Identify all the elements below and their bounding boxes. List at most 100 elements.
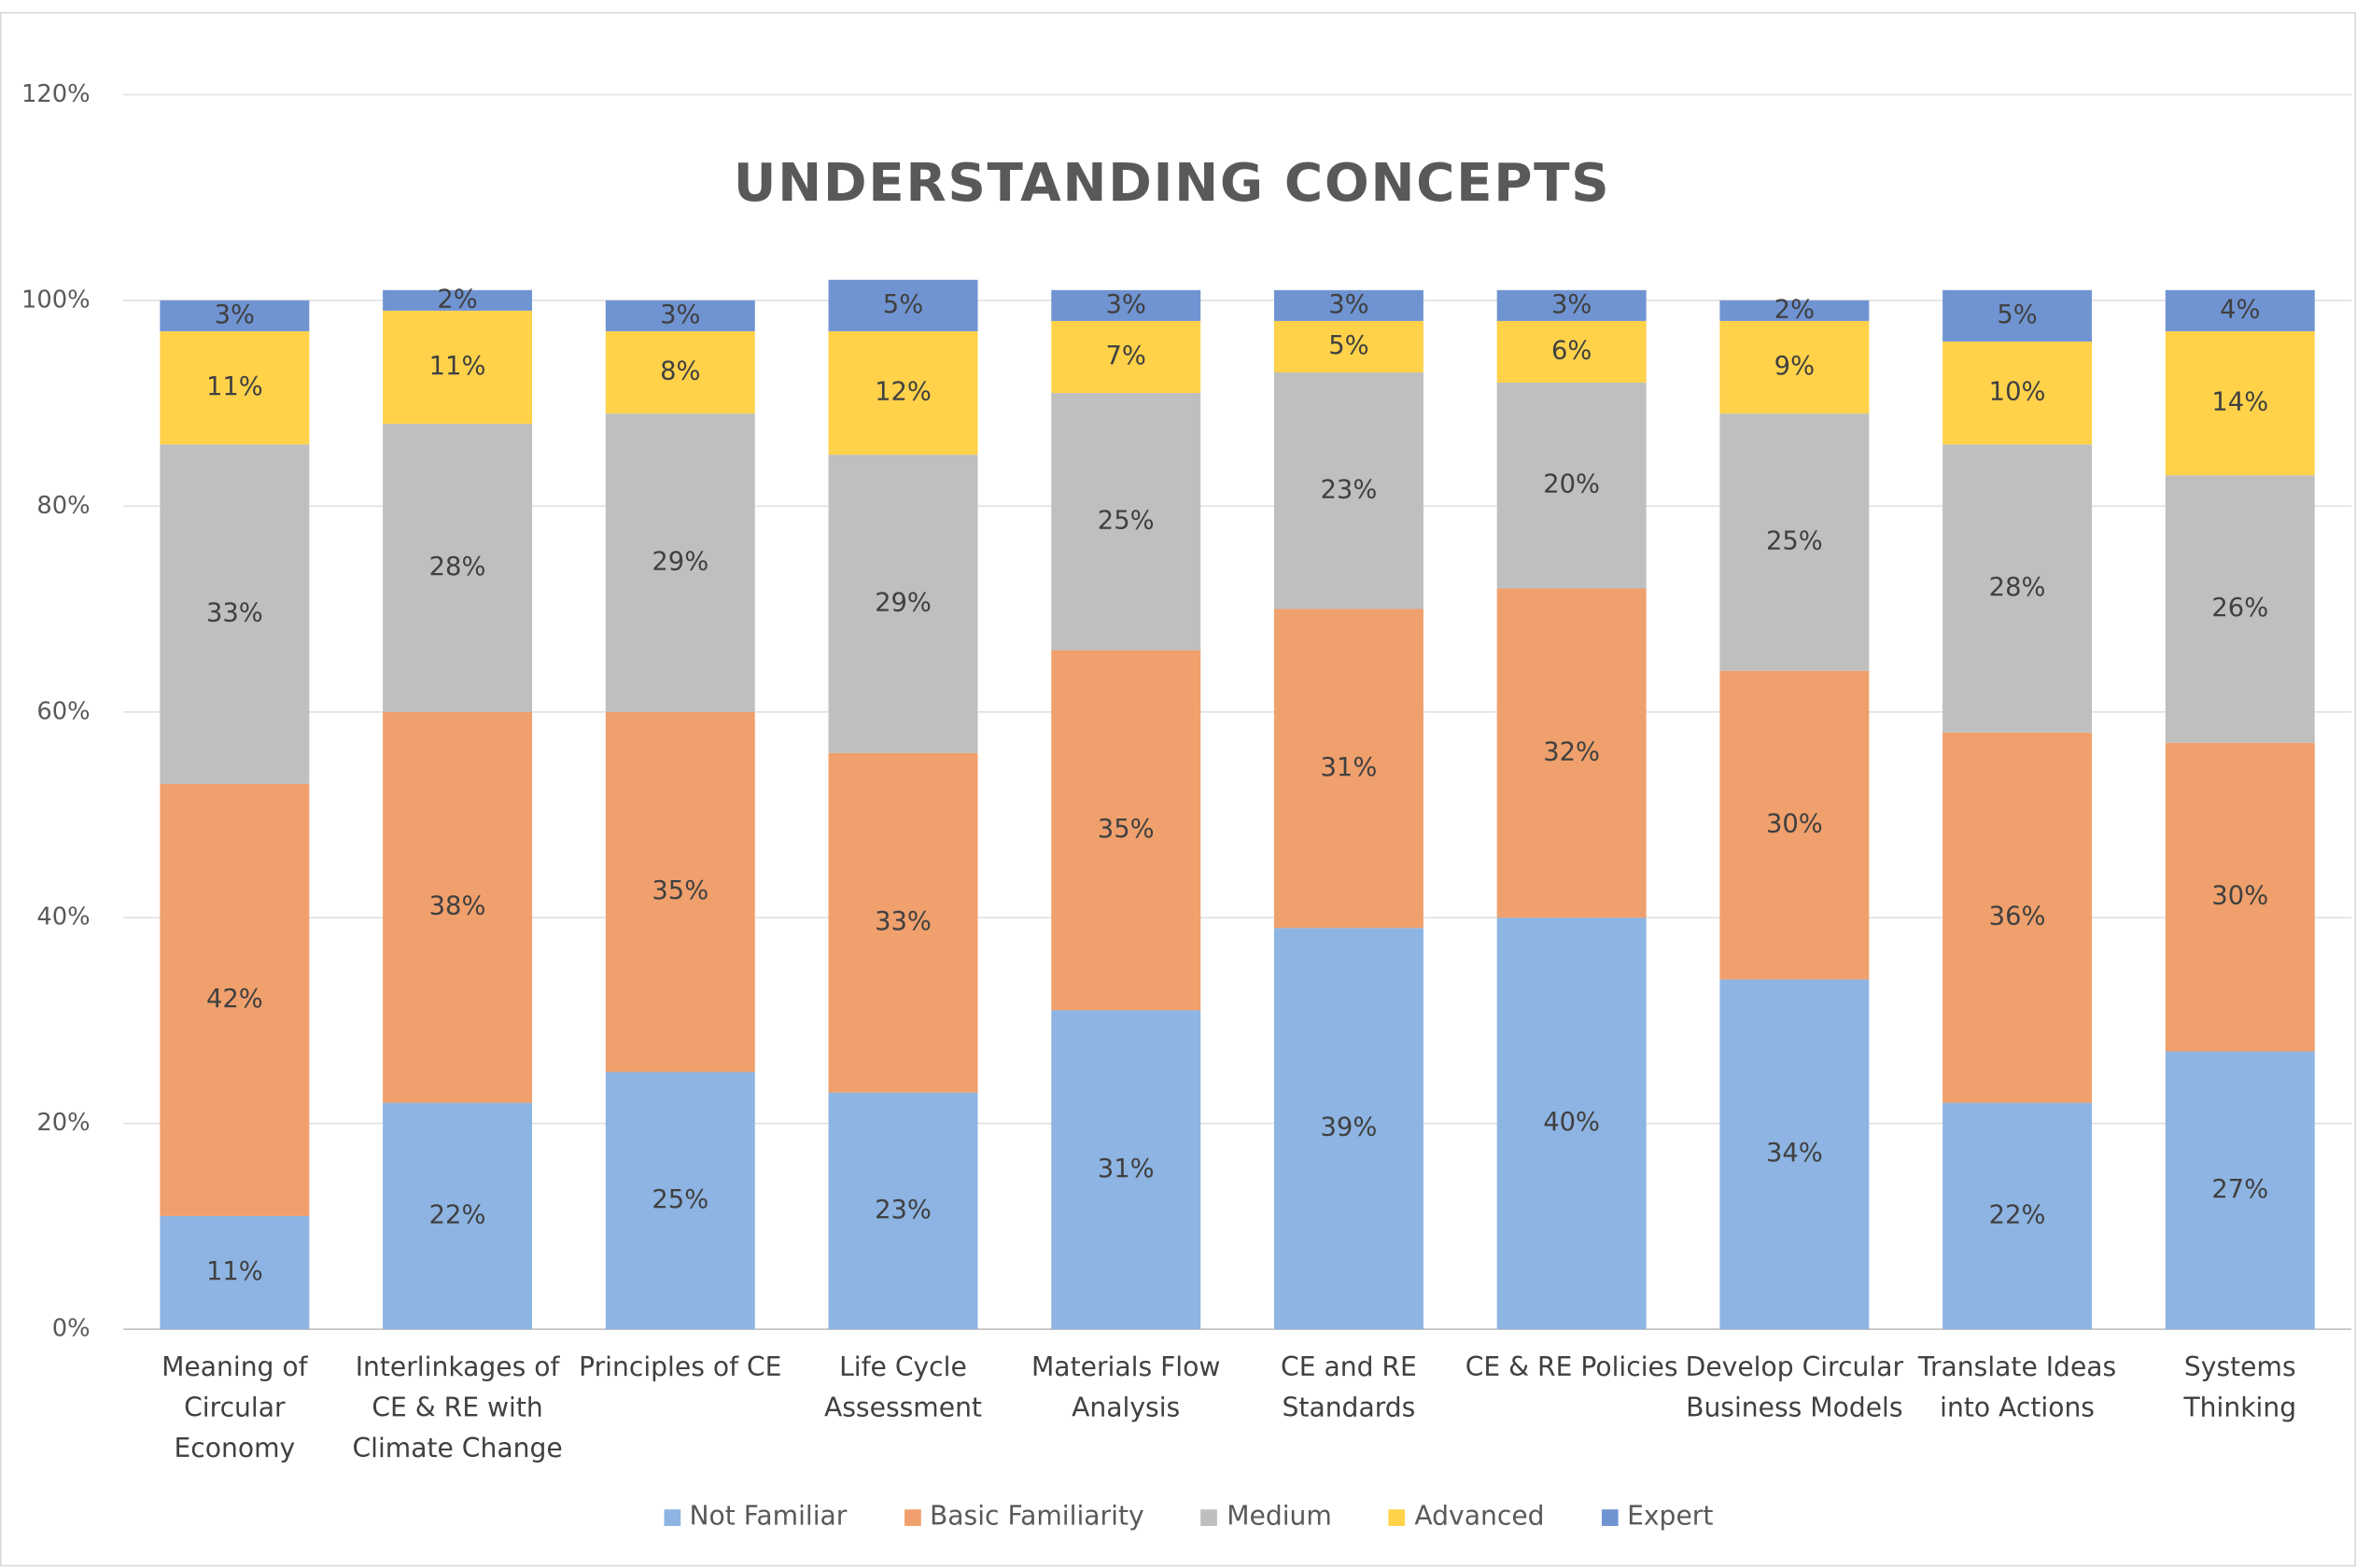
data-label: 28%: [1989, 573, 2046, 602]
x-tick-label: CE & RE Policies: [1465, 1352, 1678, 1384]
data-label: 36%: [1989, 903, 2046, 931]
data-label: 20%: [1543, 470, 1600, 499]
legend-item: Expert: [1601, 1502, 1713, 1532]
legend-swatch: [664, 1508, 680, 1526]
data-label: 2%: [437, 285, 477, 314]
bar-segment: [605, 330, 755, 414]
bar-segment: [383, 424, 533, 712]
bar-segment: [1051, 1010, 1201, 1330]
x-tick-label: CE and RE Standards: [1281, 1352, 1417, 1424]
legend-label: Medium: [1227, 1502, 1332, 1533]
bar-segment: [383, 1102, 533, 1330]
bar-segment: [1273, 320, 1423, 373]
data-label: 33%: [206, 599, 263, 628]
data-label: 5%: [883, 290, 923, 319]
bar-segment: [1051, 320, 1201, 394]
data-label: 34%: [1766, 1139, 1823, 1168]
data-label: 42%: [206, 985, 263, 1014]
bar-segment: [605, 413, 755, 712]
legend-swatch: [1601, 1508, 1619, 1526]
chart-title: UNDERSTANDING CONCEPTS: [734, 153, 1611, 214]
bar-segment: [1942, 1102, 2093, 1330]
data-label: 12%: [875, 378, 932, 407]
y-tick-label: 80%: [36, 492, 90, 520]
data-label: 5%: [1997, 301, 2037, 329]
data-label: 11%: [429, 352, 486, 381]
y-tick-label: 120%: [21, 80, 91, 108]
bar-segment: [160, 783, 310, 1216]
data-label: 38%: [429, 892, 486, 921]
data-label: 31%: [1321, 753, 1378, 782]
bar-segment: [1942, 289, 2093, 342]
bar-segment: [1051, 289, 1201, 321]
bar-segment: [383, 310, 533, 425]
x-tick-label: Systems Thinking: [2183, 1352, 2297, 1424]
data-label: 6%: [1551, 336, 1592, 365]
data-label: 35%: [1098, 815, 1155, 844]
data-label: 28%: [429, 553, 486, 581]
bar-segment: [383, 711, 533, 1103]
legend: Not Familiar Basic Familiarity Medium Advan…: [0, 1502, 2356, 1532]
bar-segment: [1496, 320, 1647, 384]
legend-swatch: [904, 1508, 921, 1526]
y-tick-label: 60%: [36, 697, 90, 725]
data-label: 11%: [206, 372, 263, 401]
data-label: 25%: [1766, 526, 1823, 555]
bar-segment: [1273, 609, 1423, 929]
data-label: 31%: [1098, 1155, 1155, 1183]
bar-segment: [1496, 289, 1647, 321]
data-label: 5%: [1328, 331, 1368, 360]
data-label: 7%: [1106, 342, 1146, 371]
data-label: 3%: [1328, 290, 1368, 319]
bar-segment: [2165, 1051, 2315, 1330]
data-label: 14%: [2211, 388, 2268, 417]
bar-segment: [160, 330, 310, 445]
data-label: 39%: [1321, 1113, 1378, 1142]
bar-segment: [2165, 475, 2315, 743]
bar-segment: [1496, 383, 1647, 589]
data-label: 8%: [660, 357, 700, 386]
legend-label: Basic Familiarity: [929, 1502, 1144, 1533]
data-label: 22%: [429, 1200, 486, 1229]
bar-segment: [1273, 372, 1423, 609]
data-label: 25%: [652, 1185, 708, 1214]
data-label: 22%: [1989, 1200, 2046, 1229]
bar-segment: [1942, 732, 2093, 1103]
bar-segment: [1942, 444, 2093, 733]
legend-label: Advanced: [1414, 1502, 1545, 1533]
bar-segment: [1051, 393, 1201, 651]
x-tick-label: Life Cycle Assessment: [823, 1352, 982, 1424]
y-tick-label: 0%: [52, 1315, 91, 1343]
y-tick-label: 20%: [36, 1109, 90, 1137]
data-label: 2%: [1774, 295, 1815, 324]
data-label: 3%: [660, 301, 700, 329]
legend-item: Advanced: [1389, 1502, 1545, 1532]
bar-segment: [605, 300, 755, 331]
bar-segment: [2165, 289, 2315, 331]
bar-segment: [828, 455, 978, 753]
data-label: 9%: [1774, 352, 1815, 381]
data-label: 3%: [1551, 290, 1592, 319]
data-label: 32%: [1543, 737, 1600, 766]
data-label: 23%: [1321, 475, 1378, 504]
legend-swatch: [1200, 1508, 1218, 1526]
data-label: 30%: [1766, 810, 1823, 839]
bar-segment: [1273, 928, 1423, 1330]
bar-segment: [1719, 670, 1870, 980]
bar-segment: [1942, 341, 2093, 445]
x-tick-label: Interlinkages of CE & RE with Climate Ch…: [352, 1352, 563, 1464]
x-tick-label: Materials Flow Analysis: [1031, 1352, 1221, 1424]
x-tick-label: Translate Ideas into Actions: [1917, 1352, 2117, 1424]
legend-label: Not Familiar: [689, 1502, 848, 1533]
bar-segment: [160, 1215, 310, 1330]
y-tick-label: 100%: [21, 286, 91, 314]
data-label: 40%: [1543, 1108, 1600, 1137]
data-label: 29%: [652, 547, 708, 576]
bar-segment: [1273, 289, 1423, 321]
bar-segment: [1496, 917, 1647, 1330]
data-label: 4%: [2220, 295, 2260, 324]
data-label: 10%: [1989, 378, 2046, 407]
data-label: 27%: [2211, 1175, 2268, 1204]
bar-segment: [383, 289, 533, 311]
